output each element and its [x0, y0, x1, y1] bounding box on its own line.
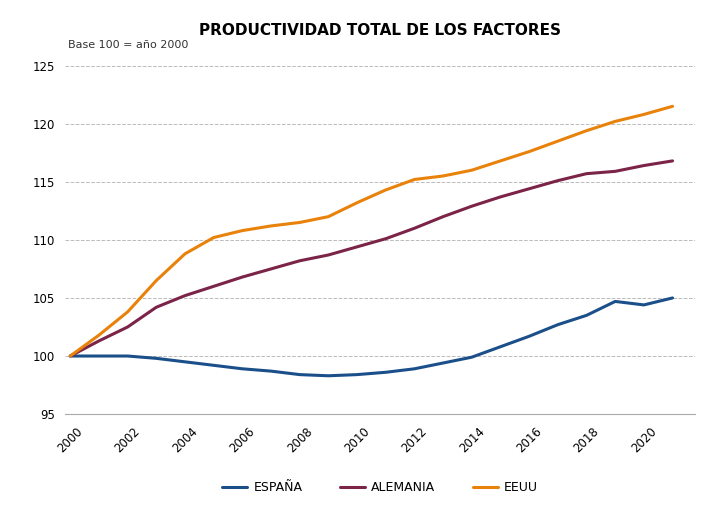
ALEMANIA [439, 214, 447, 220]
Line: ALEMANIA: ALEMANIA [70, 161, 673, 356]
ESPAÑA [668, 295, 677, 301]
Text: Base 100 = año 2000: Base 100 = año 2000 [67, 40, 188, 50]
EEUU [209, 234, 218, 240]
EEUU [496, 158, 505, 164]
EEUU [640, 112, 648, 118]
ESPAÑA [554, 322, 562, 328]
ESPAÑA [267, 368, 275, 374]
ALEMANIA [668, 158, 677, 164]
EEUU [439, 173, 447, 179]
ESPAÑA [123, 353, 132, 359]
EEUU [123, 309, 132, 315]
EEUU [353, 199, 361, 206]
EEUU [95, 332, 103, 338]
ESPAÑA [611, 298, 619, 305]
EEUU [238, 228, 247, 234]
ALEMANIA [582, 171, 591, 177]
ALEMANIA [267, 266, 275, 272]
Line: ESPAÑA: ESPAÑA [70, 298, 673, 376]
Legend: ESPAÑA, ALEMANIA, EEUU: ESPAÑA, ALEMANIA, EEUU [217, 476, 543, 499]
EEUU [611, 118, 619, 124]
ESPAÑA [525, 333, 533, 339]
EEUU [181, 251, 189, 257]
ALEMANIA [525, 186, 533, 192]
ALEMANIA [209, 283, 218, 289]
ALEMANIA [238, 274, 247, 280]
EEUU [582, 128, 591, 134]
ESPAÑA [582, 312, 591, 319]
EEUU [324, 214, 333, 220]
ALEMANIA [353, 244, 361, 250]
ALEMANIA [123, 324, 132, 330]
ALEMANIA [410, 225, 419, 231]
ESPAÑA [66, 353, 75, 359]
ESPAÑA [467, 354, 476, 360]
EEUU [66, 353, 75, 359]
ALEMANIA [152, 304, 161, 310]
ALEMANIA [467, 203, 476, 209]
ALEMANIA [324, 252, 333, 258]
EEUU [525, 148, 533, 155]
EEUU [554, 138, 562, 144]
Title: PRODUCTIVIDAD TOTAL DE LOS FACTORES: PRODUCTIVIDAD TOTAL DE LOS FACTORES [199, 23, 561, 38]
ESPAÑA [324, 373, 333, 379]
ESPAÑA [152, 356, 161, 362]
EEUU [381, 187, 390, 193]
ALEMANIA [295, 258, 304, 264]
ALEMANIA [640, 163, 648, 169]
ALEMANIA [496, 194, 505, 200]
ESPAÑA [181, 359, 189, 365]
EEUU [152, 278, 161, 284]
ALEMANIA [95, 338, 103, 344]
ALEMANIA [381, 236, 390, 242]
ALEMANIA [611, 168, 619, 174]
ALEMANIA [554, 178, 562, 184]
ESPAÑA [496, 344, 505, 350]
ESPAÑA [381, 369, 390, 375]
ESPAÑA [295, 372, 304, 378]
ESPAÑA [640, 302, 648, 308]
ALEMANIA [66, 353, 75, 359]
ESPAÑA [439, 360, 447, 366]
ALEMANIA [181, 292, 189, 298]
Line: EEUU: EEUU [70, 106, 673, 356]
EEUU [410, 176, 419, 182]
EEUU [668, 103, 677, 109]
ESPAÑA [238, 366, 247, 372]
EEUU [295, 219, 304, 225]
ESPAÑA [353, 372, 361, 378]
ESPAÑA [410, 366, 419, 372]
EEUU [267, 223, 275, 229]
EEUU [467, 167, 476, 173]
ESPAÑA [95, 353, 103, 359]
ESPAÑA [209, 362, 218, 368]
